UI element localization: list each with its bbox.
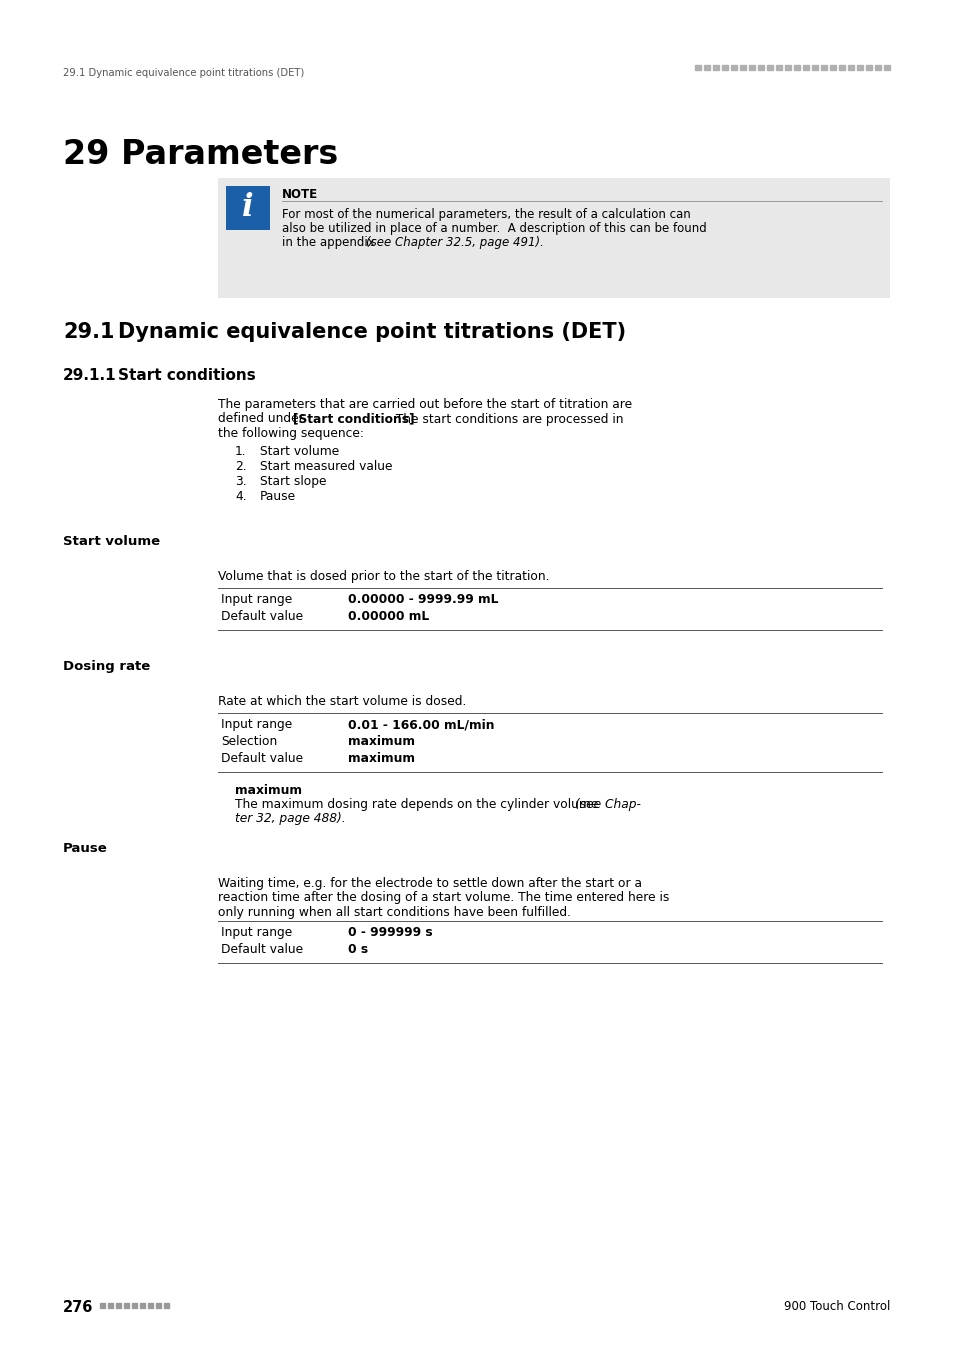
Text: Start measured value: Start measured value — [260, 460, 392, 472]
Text: Input range: Input range — [221, 718, 292, 730]
Bar — [132, 1303, 137, 1308]
Bar — [124, 1303, 129, 1308]
Text: 0.01 - 166.00 mL/min: 0.01 - 166.00 mL/min — [348, 718, 494, 730]
Text: . The start conditions are processed in: . The start conditions are processed in — [388, 413, 623, 425]
Text: 0.00000 - 9999.99 mL: 0.00000 - 9999.99 mL — [348, 593, 498, 606]
Text: NOTE: NOTE — [282, 188, 317, 201]
Text: 1.: 1. — [234, 446, 247, 458]
Text: Input range: Input range — [221, 593, 292, 606]
Text: Start conditions: Start conditions — [118, 369, 255, 383]
Bar — [695, 65, 700, 70]
Bar — [712, 65, 719, 70]
Bar — [721, 65, 727, 70]
Bar — [148, 1303, 152, 1308]
Bar — [838, 65, 844, 70]
Bar — [108, 1303, 112, 1308]
Bar — [140, 1303, 145, 1308]
Text: Input range: Input range — [221, 926, 292, 940]
Text: The parameters that are carried out before the start of titration are: The parameters that are carried out befo… — [218, 398, 632, 410]
Text: 3.: 3. — [234, 475, 247, 487]
Text: Selection: Selection — [221, 734, 277, 748]
Text: reaction time after the dosing of a start volume. The time entered here is: reaction time after the dosing of a star… — [218, 891, 669, 904]
Text: 29.1: 29.1 — [63, 323, 114, 342]
Bar — [829, 65, 835, 70]
Text: Rate at which the start volume is dosed.: Rate at which the start volume is dosed. — [218, 695, 466, 707]
Bar — [730, 65, 737, 70]
FancyBboxPatch shape — [226, 186, 270, 230]
Bar — [775, 65, 781, 70]
Text: maximum: maximum — [234, 784, 302, 796]
Text: Waiting time, e.g. for the electrode to settle down after the start or a: Waiting time, e.g. for the electrode to … — [218, 878, 641, 890]
Text: Dynamic equivalence point titrations (DET): Dynamic equivalence point titrations (DE… — [118, 323, 625, 342]
Text: i: i — [242, 193, 253, 224]
Text: 29 Parameters: 29 Parameters — [63, 138, 338, 171]
FancyBboxPatch shape — [218, 178, 889, 298]
Bar — [766, 65, 772, 70]
Text: For most of the numerical parameters, the result of a calculation can: For most of the numerical parameters, th… — [282, 208, 690, 221]
Bar — [793, 65, 800, 70]
Text: 0 - 999999 s: 0 - 999999 s — [348, 926, 432, 940]
Bar — [156, 1303, 161, 1308]
Text: The maximum dosing rate depends on the cylinder volume: The maximum dosing rate depends on the c… — [234, 798, 601, 811]
Text: (see Chap-: (see Chap- — [575, 798, 640, 811]
Text: 276: 276 — [63, 1300, 93, 1315]
Text: 900 Touch Control: 900 Touch Control — [782, 1300, 889, 1314]
Text: Start slope: Start slope — [260, 475, 326, 487]
Bar — [116, 1303, 121, 1308]
Bar — [856, 65, 862, 70]
Text: 29.1.1: 29.1.1 — [63, 369, 116, 383]
Bar — [164, 1303, 169, 1308]
Text: Dosing rate: Dosing rate — [63, 660, 150, 674]
Bar — [703, 65, 709, 70]
Text: 2.: 2. — [234, 460, 247, 472]
Bar — [874, 65, 880, 70]
Bar — [758, 65, 763, 70]
Text: Start volume: Start volume — [63, 535, 160, 548]
Text: also be utilized in place of a number.  A description of this can be found: also be utilized in place of a number. A… — [282, 221, 706, 235]
Bar — [802, 65, 808, 70]
Text: (see Chapter 32.5, page 491).: (see Chapter 32.5, page 491). — [366, 236, 543, 248]
Text: ter 32, page 488).: ter 32, page 488). — [234, 811, 345, 825]
Text: Default value: Default value — [221, 944, 303, 956]
Bar — [740, 65, 745, 70]
Bar — [100, 1303, 105, 1308]
Text: [Start conditions]: [Start conditions] — [293, 413, 414, 425]
Text: 29.1 Dynamic equivalence point titrations (DET): 29.1 Dynamic equivalence point titration… — [63, 68, 304, 78]
Text: defined under: defined under — [218, 413, 307, 425]
Text: the following sequence:: the following sequence: — [218, 427, 363, 440]
Bar — [883, 65, 889, 70]
Text: Pause: Pause — [63, 842, 108, 855]
Text: Volume that is dosed prior to the start of the titration.: Volume that is dosed prior to the start … — [218, 570, 549, 583]
Text: only running when all start conditions have been fulfilled.: only running when all start conditions h… — [218, 906, 571, 919]
Bar — [847, 65, 853, 70]
Text: maximum: maximum — [348, 734, 415, 748]
Bar — [748, 65, 754, 70]
Text: 0.00000 mL: 0.00000 mL — [348, 610, 429, 622]
Text: Default value: Default value — [221, 610, 303, 622]
Bar — [784, 65, 790, 70]
Text: 4.: 4. — [234, 490, 247, 504]
Text: Pause: Pause — [260, 490, 295, 504]
Bar — [821, 65, 826, 70]
Text: maximum: maximum — [348, 752, 415, 765]
Bar — [811, 65, 817, 70]
Text: Start volume: Start volume — [260, 446, 339, 458]
Text: Default value: Default value — [221, 752, 303, 765]
Text: 0 s: 0 s — [348, 944, 368, 956]
Text: in the appendix: in the appendix — [282, 236, 378, 248]
Bar — [865, 65, 871, 70]
